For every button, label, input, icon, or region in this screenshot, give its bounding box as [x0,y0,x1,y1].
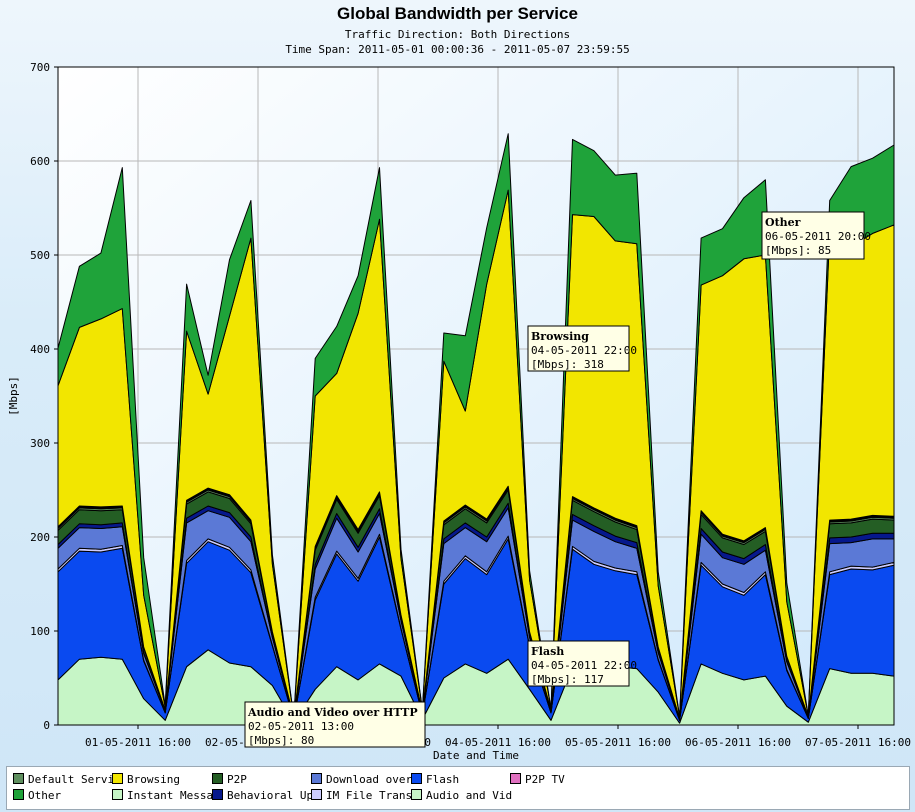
y-tick-label: 100 [30,625,50,638]
legend-label: Flash [426,773,460,786]
tooltip-time: 06-05-2011 20:00 [765,230,871,243]
legend-swatch [13,789,24,800]
tooltip-time: 04-05-2011 22:00 [531,659,637,672]
legend-item[interactable]: Default Servi [13,773,114,787]
legend-item[interactable]: Download over [311,773,412,787]
tooltip-box [527,325,630,372]
tooltip-box [527,640,630,687]
y-tick-label: 300 [30,437,50,450]
y-tick-label: 0 [43,719,50,732]
tooltip-time: 02-05-2011 13:00 [248,720,354,733]
legend-item[interactable]: Flash [411,773,459,787]
legend-label: Download over [326,773,413,786]
legend-swatch [13,773,24,784]
legend-swatch [212,773,223,784]
tooltip-series: Flash [531,645,564,658]
legend-swatch [311,789,322,800]
x-tick-label: 06-05-2011 16:00 [685,736,791,749]
tooltip-value: [Mbps]: 85 [765,244,831,257]
plot-border [57,66,895,726]
tooltip-series: Other [765,216,801,229]
tooltip-value: [Mbps]: 117 [531,673,604,686]
legend-swatch [510,773,521,784]
legend-item[interactable]: Browsing [112,773,180,787]
x-tick-label: 05-05-2011 16:00 [565,736,671,749]
legend-item[interactable]: P2P TV [510,773,565,787]
tooltip-series: Audio and Video over HTTP [247,706,418,719]
y-axis-title: [Mbps] [7,376,20,416]
tooltip-box [244,701,426,748]
legend-swatch [411,773,422,784]
tooltip-time: 04-05-2011 22:00 [531,344,637,357]
bandwidth-chart: 0 100 200 300 400 500 600 700 01-05-2011 16:00 02… [7,61,911,762]
legend-swatch [411,789,422,800]
legend-label: P2P TV [525,773,565,786]
legend-swatch [112,773,123,784]
legend-label: Instant Messa [127,789,214,802]
tooltip-value: [Mbps]: 80 [248,734,314,747]
legend-item[interactable]: IM File Trans [311,789,412,803]
legend-item[interactable]: Audio and Vid [411,789,512,803]
legend-item[interactable]: Instant Messa [112,789,213,803]
legend-label: Other [28,789,62,802]
legend-label: P2P [227,773,247,786]
legend-label: Audio and Vid [426,789,513,802]
x-tick-label: 01-05-2011 16:00 [85,736,191,749]
x-tick-label: 04-05-2011 16:00 [445,736,551,749]
legend-label: IM File Trans [326,789,413,802]
tooltip-box [761,211,865,260]
legend-label: Browsing [127,773,180,786]
y-tick-label: 400 [30,343,50,356]
y-tick-label: 600 [30,155,50,168]
x-axis-title: Date and Time [433,749,519,762]
y-tick-label: 700 [30,61,50,74]
legend-item[interactable]: P2P [212,773,247,787]
legend-item[interactable]: Behavioral Up [212,789,313,803]
legend-label: Default Servi [28,773,115,786]
legend-item[interactable]: Other [13,789,61,803]
y-tick-label: 200 [30,531,50,544]
x-tick-label: 07-05-2011 16:00 [805,736,911,749]
legend-label: Behavioral Up [227,789,314,802]
tooltip-value: [Mbps]: 318 [531,358,604,371]
chart-subtitle-timespan: Time Span: 2011-05-01 00:00:36 - 2011-05… [285,43,630,56]
y-tick-label: 500 [30,249,50,262]
tooltip-series: Browsing [531,330,589,343]
legend-swatch [311,773,322,784]
chart-title: Global Bandwidth per Service [337,4,578,23]
legend-swatch [112,789,123,800]
legend: Default Servi Browsing P2P Download over Fla… [6,766,910,810]
legend-swatch [212,789,223,800]
chart-subtitle-direction: Traffic Direction: Both Directions [344,28,571,41]
